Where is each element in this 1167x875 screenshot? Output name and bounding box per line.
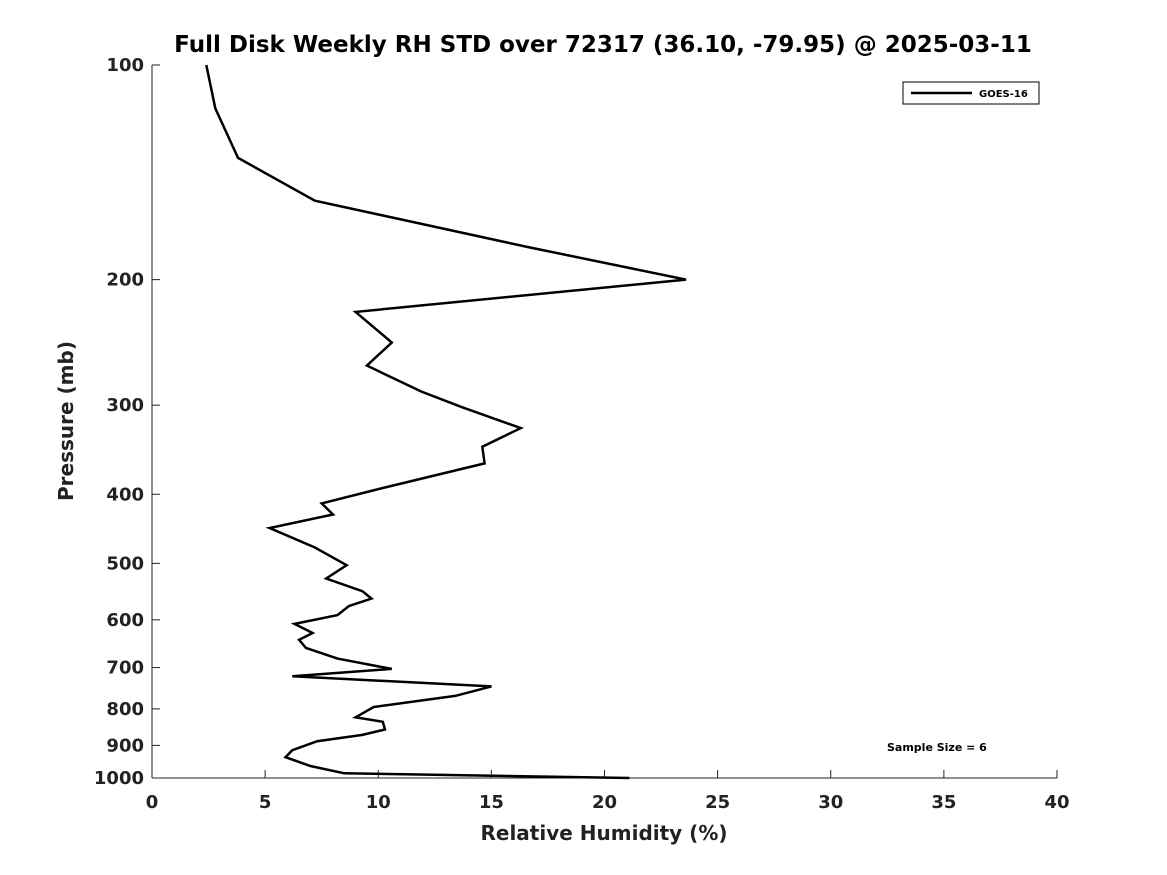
y-tick-label: 700: [106, 658, 144, 679]
y-tick-label: 600: [106, 610, 144, 631]
x-tick-label: 35: [931, 792, 956, 813]
series-line-goes-16: [205, 64, 687, 780]
x-tick-label: 30: [818, 792, 843, 813]
x-tick-label: 15: [479, 792, 504, 813]
sample-size-annotation: Sample Size = 6: [887, 741, 987, 754]
y-tick-label: 800: [106, 699, 144, 720]
x-tick-label: 25: [705, 792, 730, 813]
chart-title: Full Disk Weekly RH STD over 72317 (36.1…: [174, 32, 1032, 58]
y-axis-label: Pressure (mb): [54, 341, 78, 501]
x-ticks: 0 5 10 15 20 25 30 35 40: [146, 770, 1070, 813]
plot-area: [151, 65, 1057, 779]
x-tick-label: 10: [366, 792, 391, 813]
x-tick-label: 20: [592, 792, 617, 813]
x-tick-label: 5: [259, 792, 272, 813]
x-axis-label: Relative Humidity (%): [480, 821, 727, 845]
y-ticks: 100 200 300 400 500 600 700 800 900 1000: [94, 55, 160, 789]
x-tick-label: 0: [146, 792, 159, 813]
y-tick-label: 200: [106, 270, 144, 291]
x-tick-label: 40: [1044, 792, 1069, 813]
legend-label: GOES-16: [979, 89, 1028, 100]
legend: GOES-16: [902, 81, 1040, 105]
y-tick-label: 400: [106, 484, 144, 505]
y-tick-label: 1000: [94, 768, 144, 789]
y-tick-label: 300: [106, 395, 144, 416]
series-group: [205, 64, 687, 780]
y-tick-label: 100: [106, 55, 144, 76]
y-tick-label: 900: [106, 735, 144, 756]
y-tick-label: 500: [106, 553, 144, 574]
